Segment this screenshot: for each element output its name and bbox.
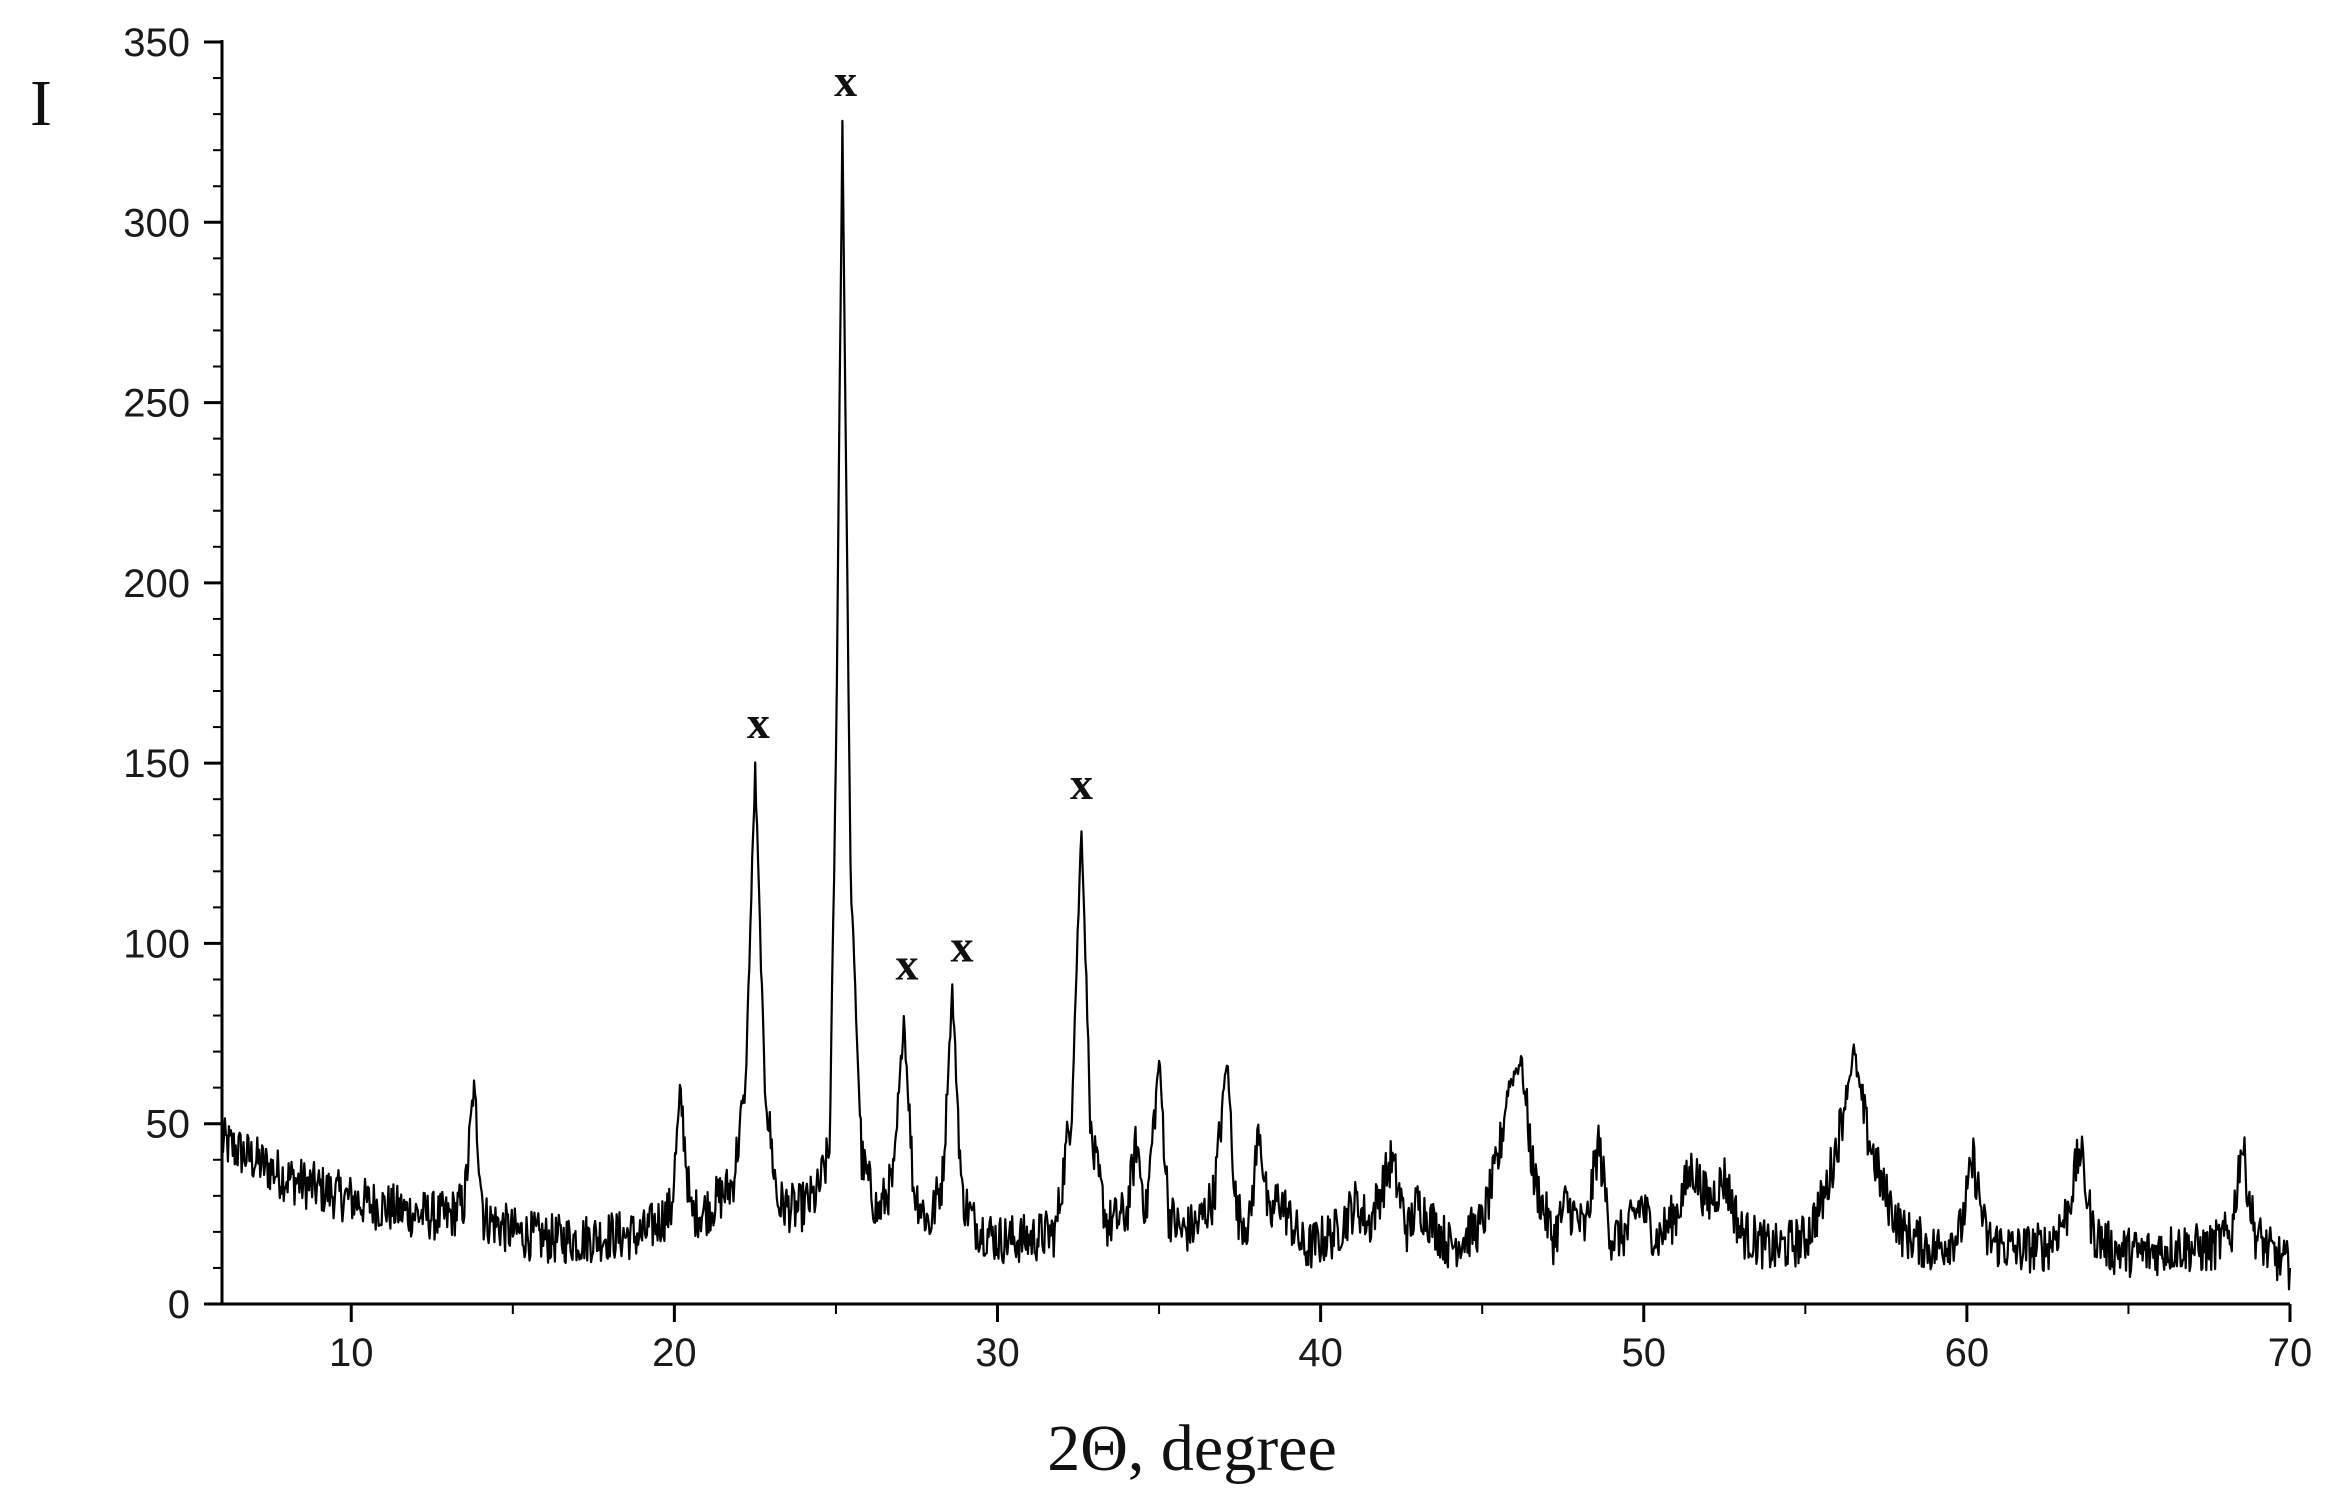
x-tick-label: 40	[1298, 1331, 1343, 1375]
y-tick-label: 0	[168, 1283, 190, 1327]
xrd-series-line	[220, 119, 2292, 1291]
y-tick-label: 250	[123, 382, 190, 426]
y-axis-title: I	[30, 67, 52, 140]
x-tick-label: 30	[975, 1331, 1020, 1375]
x-axis-title: 2Θ, degree	[1047, 1412, 1337, 1485]
y-tick-label: 350	[123, 21, 190, 65]
peak-marker-label: x	[747, 697, 770, 748]
axes: 0 50 100 150 200 250 300 350 10 20 30 40 50 60 70	[123, 21, 2312, 1375]
peak-marker-label: x	[834, 55, 857, 106]
plot-area: xxx xx	[220, 55, 2292, 1291]
y-tick-label: 50	[146, 1103, 191, 1147]
peak-marker-label: x	[1070, 758, 1093, 809]
y-tick-label: 200	[123, 562, 190, 606]
x-tick-label: 60	[1945, 1331, 1990, 1375]
x-tick-label: 10	[329, 1331, 374, 1375]
x-tick-label: 20	[652, 1331, 697, 1375]
y-tick-label: 300	[123, 201, 190, 245]
y-tick-label: 150	[123, 742, 190, 786]
x-tick-label: 70	[2268, 1331, 2313, 1375]
peak-marker-label: x	[896, 938, 919, 989]
peak-marker-label: x	[950, 920, 973, 971]
x-tick-label: 50	[1622, 1331, 1667, 1375]
y-tick-label: 100	[123, 922, 190, 966]
